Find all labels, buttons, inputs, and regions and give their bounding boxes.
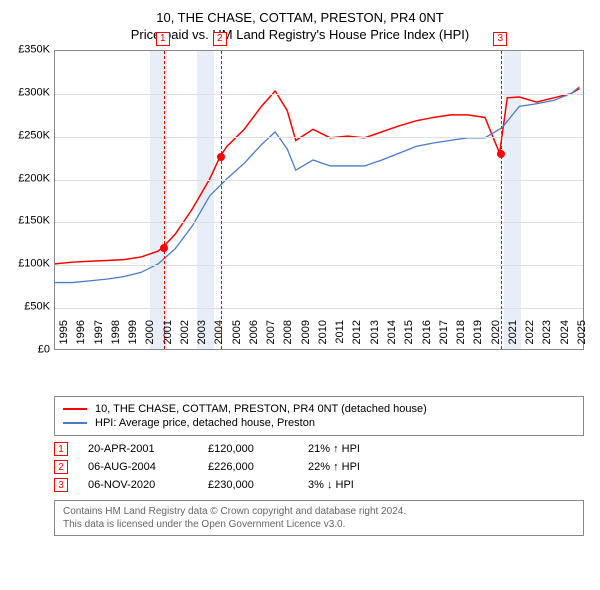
- tx-marker-num: 3: [54, 478, 68, 492]
- tx-date: 06-NOV-2020: [88, 479, 188, 491]
- chart-box: £0£50K£100K£150K£200K£250K£300K£350K1995…: [10, 50, 590, 390]
- x-axis-label: 2022: [524, 320, 536, 354]
- x-axis-label: 2000: [144, 320, 156, 354]
- x-axis-label: 1997: [93, 320, 105, 354]
- x-axis-label: 2012: [351, 320, 363, 354]
- x-axis-label: 2013: [369, 320, 381, 354]
- tx-marker-num: 2: [54, 460, 68, 474]
- legend-label: HPI: Average price, detached house, Pres…: [95, 417, 315, 429]
- x-axis-label: 2018: [455, 320, 467, 354]
- x-axis-label: 1999: [127, 320, 139, 354]
- y-axis-label: £0: [10, 345, 50, 356]
- x-axis-label: 2016: [421, 320, 433, 354]
- y-axis-label: £250K: [10, 130, 50, 141]
- tx-pct: 22% ↑ HPI: [308, 461, 398, 473]
- x-axis-label: 2020: [490, 320, 502, 354]
- x-axis-label: 2019: [472, 320, 484, 354]
- x-axis-label: 2006: [248, 320, 260, 354]
- y-axis-label: £50K: [10, 302, 50, 313]
- y-axis-label: £200K: [10, 173, 50, 184]
- transaction-row: 2 06-AUG-2004 £226,000 22% ↑ HPI: [54, 460, 584, 474]
- chart-container: 10, THE CHASE, COTTAM, PRESTON, PR4 0NT …: [0, 0, 600, 546]
- transactions-table: 1 20-APR-2001 £120,000 21% ↑ HPI 2 06-AU…: [54, 442, 584, 492]
- footer-line: This data is licensed under the Open Gov…: [63, 518, 575, 531]
- tx-price: £230,000: [208, 479, 288, 491]
- x-axis-label: 2015: [403, 320, 415, 354]
- footer-line: Contains HM Land Registry data © Crown c…: [63, 505, 575, 518]
- chart-marker-num: 2: [213, 32, 227, 46]
- y-axis-label: £100K: [10, 259, 50, 270]
- x-axis-label: 2010: [317, 320, 329, 354]
- x-axis-label: 1995: [58, 320, 70, 354]
- legend-item: HPI: Average price, detached house, Pres…: [63, 417, 575, 429]
- chart-marker-num: 1: [156, 32, 170, 46]
- plot-area: [54, 50, 584, 350]
- x-axis-label: 2002: [179, 320, 191, 354]
- chart-title: 10, THE CHASE, COTTAM, PRESTON, PR4 0NT: [10, 10, 590, 25]
- x-axis-label: 2023: [541, 320, 553, 354]
- x-axis-label: 2003: [196, 320, 208, 354]
- transaction-row: 3 06-NOV-2020 £230,000 3% ↓ HPI: [54, 478, 584, 492]
- tx-price: £226,000: [208, 461, 288, 473]
- x-axis-label: 1996: [75, 320, 87, 354]
- x-axis-label: 1998: [110, 320, 122, 354]
- chart-marker-num: 3: [493, 32, 507, 46]
- tx-price: £120,000: [208, 443, 288, 455]
- x-axis-label: 2001: [162, 320, 174, 354]
- x-axis-label: 2014: [386, 320, 398, 354]
- y-axis-label: £150K: [10, 216, 50, 227]
- x-axis-label: 2007: [265, 320, 277, 354]
- x-axis-label: 2008: [282, 320, 294, 354]
- x-axis-label: 2009: [300, 320, 312, 354]
- legend-item: 10, THE CHASE, COTTAM, PRESTON, PR4 0NT …: [63, 403, 575, 415]
- tx-date: 06-AUG-2004: [88, 461, 188, 473]
- legend-swatch: [63, 422, 87, 424]
- x-axis-label: 2021: [507, 320, 519, 354]
- tx-pct: 3% ↓ HPI: [308, 479, 398, 491]
- x-axis-label: 2004: [213, 320, 225, 354]
- footer-box: Contains HM Land Registry data © Crown c…: [54, 500, 584, 536]
- y-axis-label: £300K: [10, 87, 50, 98]
- transaction-row: 1 20-APR-2001 £120,000 21% ↑ HPI: [54, 442, 584, 456]
- legend-swatch: [63, 408, 87, 410]
- chart-lines-svg: [55, 51, 583, 349]
- x-axis-label: 2024: [559, 320, 571, 354]
- x-axis-label: 2011: [334, 320, 346, 354]
- x-axis-label: 2017: [438, 320, 450, 354]
- x-axis-label: 2005: [231, 320, 243, 354]
- legend-label: 10, THE CHASE, COTTAM, PRESTON, PR4 0NT …: [95, 403, 427, 415]
- tx-pct: 21% ↑ HPI: [308, 443, 398, 455]
- tx-marker-num: 1: [54, 442, 68, 456]
- tx-date: 20-APR-2001: [88, 443, 188, 455]
- y-axis-label: £350K: [10, 45, 50, 56]
- legend-box: 10, THE CHASE, COTTAM, PRESTON, PR4 0NT …: [54, 396, 584, 436]
- x-axis-label: 2025: [576, 320, 588, 354]
